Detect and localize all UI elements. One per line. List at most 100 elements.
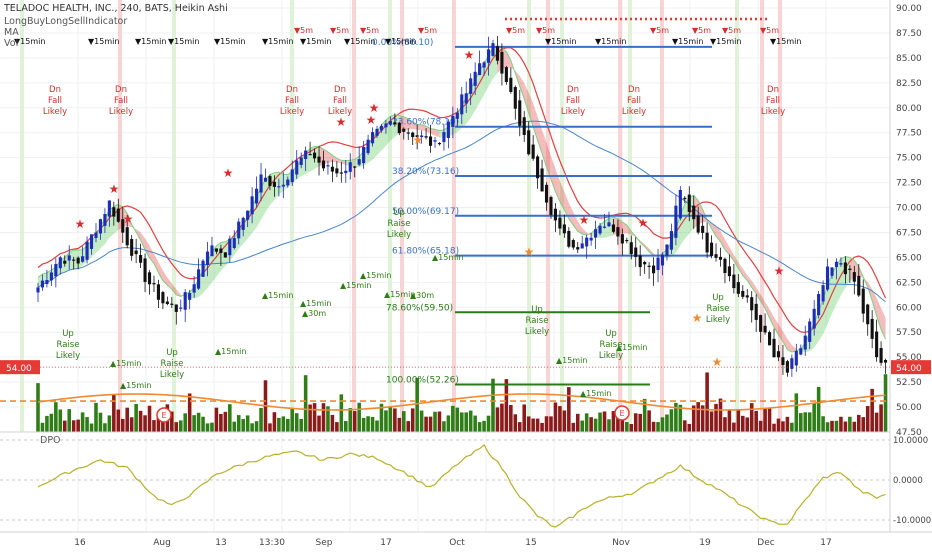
- trend-band: [751, 280, 757, 294]
- timeframe-down-label: ▼15min: [168, 37, 199, 46]
- candle-body: [183, 292, 187, 310]
- signal-star: ★: [413, 133, 424, 147]
- earnings-marker: [614, 405, 630, 421]
- trend-band: [140, 232, 146, 251]
- candle-body: [54, 264, 58, 277]
- candle-body: [830, 267, 834, 276]
- time-tick-label: 16: [74, 538, 86, 548]
- signal-star: ★: [692, 311, 703, 325]
- volume-bar: [143, 415, 147, 432]
- candle-body: [701, 225, 705, 233]
- volume-bar: [277, 417, 281, 432]
- volume-bar: [147, 405, 152, 432]
- volume-bar: [196, 412, 201, 432]
- candle-body: [732, 274, 736, 289]
- candle-body: [326, 165, 330, 167]
- candle-body: [179, 307, 183, 309]
- candle-body: [638, 255, 642, 268]
- candle-body: [130, 238, 134, 256]
- up-raise-label: Up: [605, 329, 617, 339]
- volume-bar: [629, 423, 634, 432]
- volume-bar: [286, 418, 290, 432]
- candle-body: [437, 143, 442, 145]
- candle-body: [89, 234, 94, 249]
- candle-body: [616, 227, 620, 237]
- volume-bar: [678, 404, 683, 432]
- volume-bar: [517, 422, 522, 432]
- trend-band: [840, 256, 846, 296]
- earnings-marker-label: E: [161, 411, 166, 420]
- volume-bar: [384, 410, 388, 432]
- volume-bar: [593, 418, 598, 432]
- volume-bar: [85, 417, 89, 432]
- candle-body: [424, 136, 428, 138]
- volume-bar: [491, 378, 495, 432]
- dn-fall-label: Dn: [334, 85, 346, 95]
- candle-body: [116, 208, 120, 222]
- volume-bar: [259, 407, 263, 432]
- candle-body: [839, 263, 843, 265]
- volume-bar: [330, 414, 335, 432]
- trend-band: [675, 215, 681, 253]
- dn-fall-label: Fall: [333, 96, 347, 106]
- candle-body: [803, 335, 807, 350]
- timeframe-up-label: ▲15min: [580, 389, 611, 398]
- volume-bar: [272, 412, 277, 432]
- fib-level-label: 61.80%(65.18): [392, 247, 459, 257]
- volume-bar: [821, 416, 825, 432]
- volume-bar: [89, 423, 94, 432]
- trend-band: [403, 116, 409, 131]
- candle-body: [504, 67, 508, 82]
- volume-bar: [348, 408, 353, 432]
- volume-bar: [254, 421, 259, 432]
- time-tick-label: Oct: [449, 538, 465, 548]
- candle-body: [321, 160, 326, 169]
- volume-bar: [683, 420, 687, 432]
- volume-bar: [567, 387, 571, 432]
- dpo-layer: [0, 431, 932, 528]
- volume-bar: [669, 409, 674, 432]
- trend-band: [69, 250, 74, 271]
- candle-body: [754, 303, 758, 320]
- volume-bar: [312, 403, 317, 432]
- trend-band: [73, 250, 79, 270]
- fib-level-label: 23.60%(78.10): [392, 118, 459, 128]
- volume-bar: [758, 420, 763, 432]
- trend-band: [519, 76, 525, 99]
- indicator-label-ma: MA: [4, 27, 19, 38]
- candle-body: [875, 331, 879, 358]
- candle-body: [536, 156, 540, 179]
- trend-band: [167, 277, 172, 290]
- volume-bar: [317, 415, 321, 432]
- volume-bar: [223, 411, 228, 432]
- volume-bar: [192, 415, 196, 432]
- dpo-tick-label: -10.0000: [893, 516, 931, 526]
- candle-body: [460, 94, 464, 115]
- price-tick-label: 47.50: [896, 428, 922, 438]
- candle-body: [589, 237, 593, 241]
- timeframe-down-label: ▼15min: [88, 37, 119, 46]
- trend-band: [626, 225, 632, 235]
- trend-band: [145, 238, 150, 258]
- volume-bar: [879, 404, 883, 432]
- timeframe-up-label: ▲15min: [340, 281, 371, 290]
- volume-bar: [201, 416, 205, 432]
- dn-fall-label: Fall: [285, 96, 299, 106]
- candle-body: [767, 332, 772, 346]
- candle-body: [634, 247, 638, 257]
- earnings-marker: [156, 407, 172, 423]
- volume-bar: [790, 422, 794, 432]
- trend-band: [747, 275, 752, 288]
- up-raise-label: Likely: [160, 370, 184, 380]
- fib-level-label: 78.60%(59.50): [386, 303, 453, 313]
- left-price-tag: [0, 360, 40, 375]
- candle-body: [295, 160, 299, 175]
- trend-band: [716, 225, 721, 242]
- candle-body: [763, 325, 767, 333]
- long-ma-line: [37, 120, 886, 303]
- volume-bar: [174, 422, 179, 432]
- volume-bar: [464, 412, 469, 432]
- volume-bar: [361, 417, 366, 432]
- background-layer: [0, 0, 890, 532]
- candle-body: [375, 128, 379, 136]
